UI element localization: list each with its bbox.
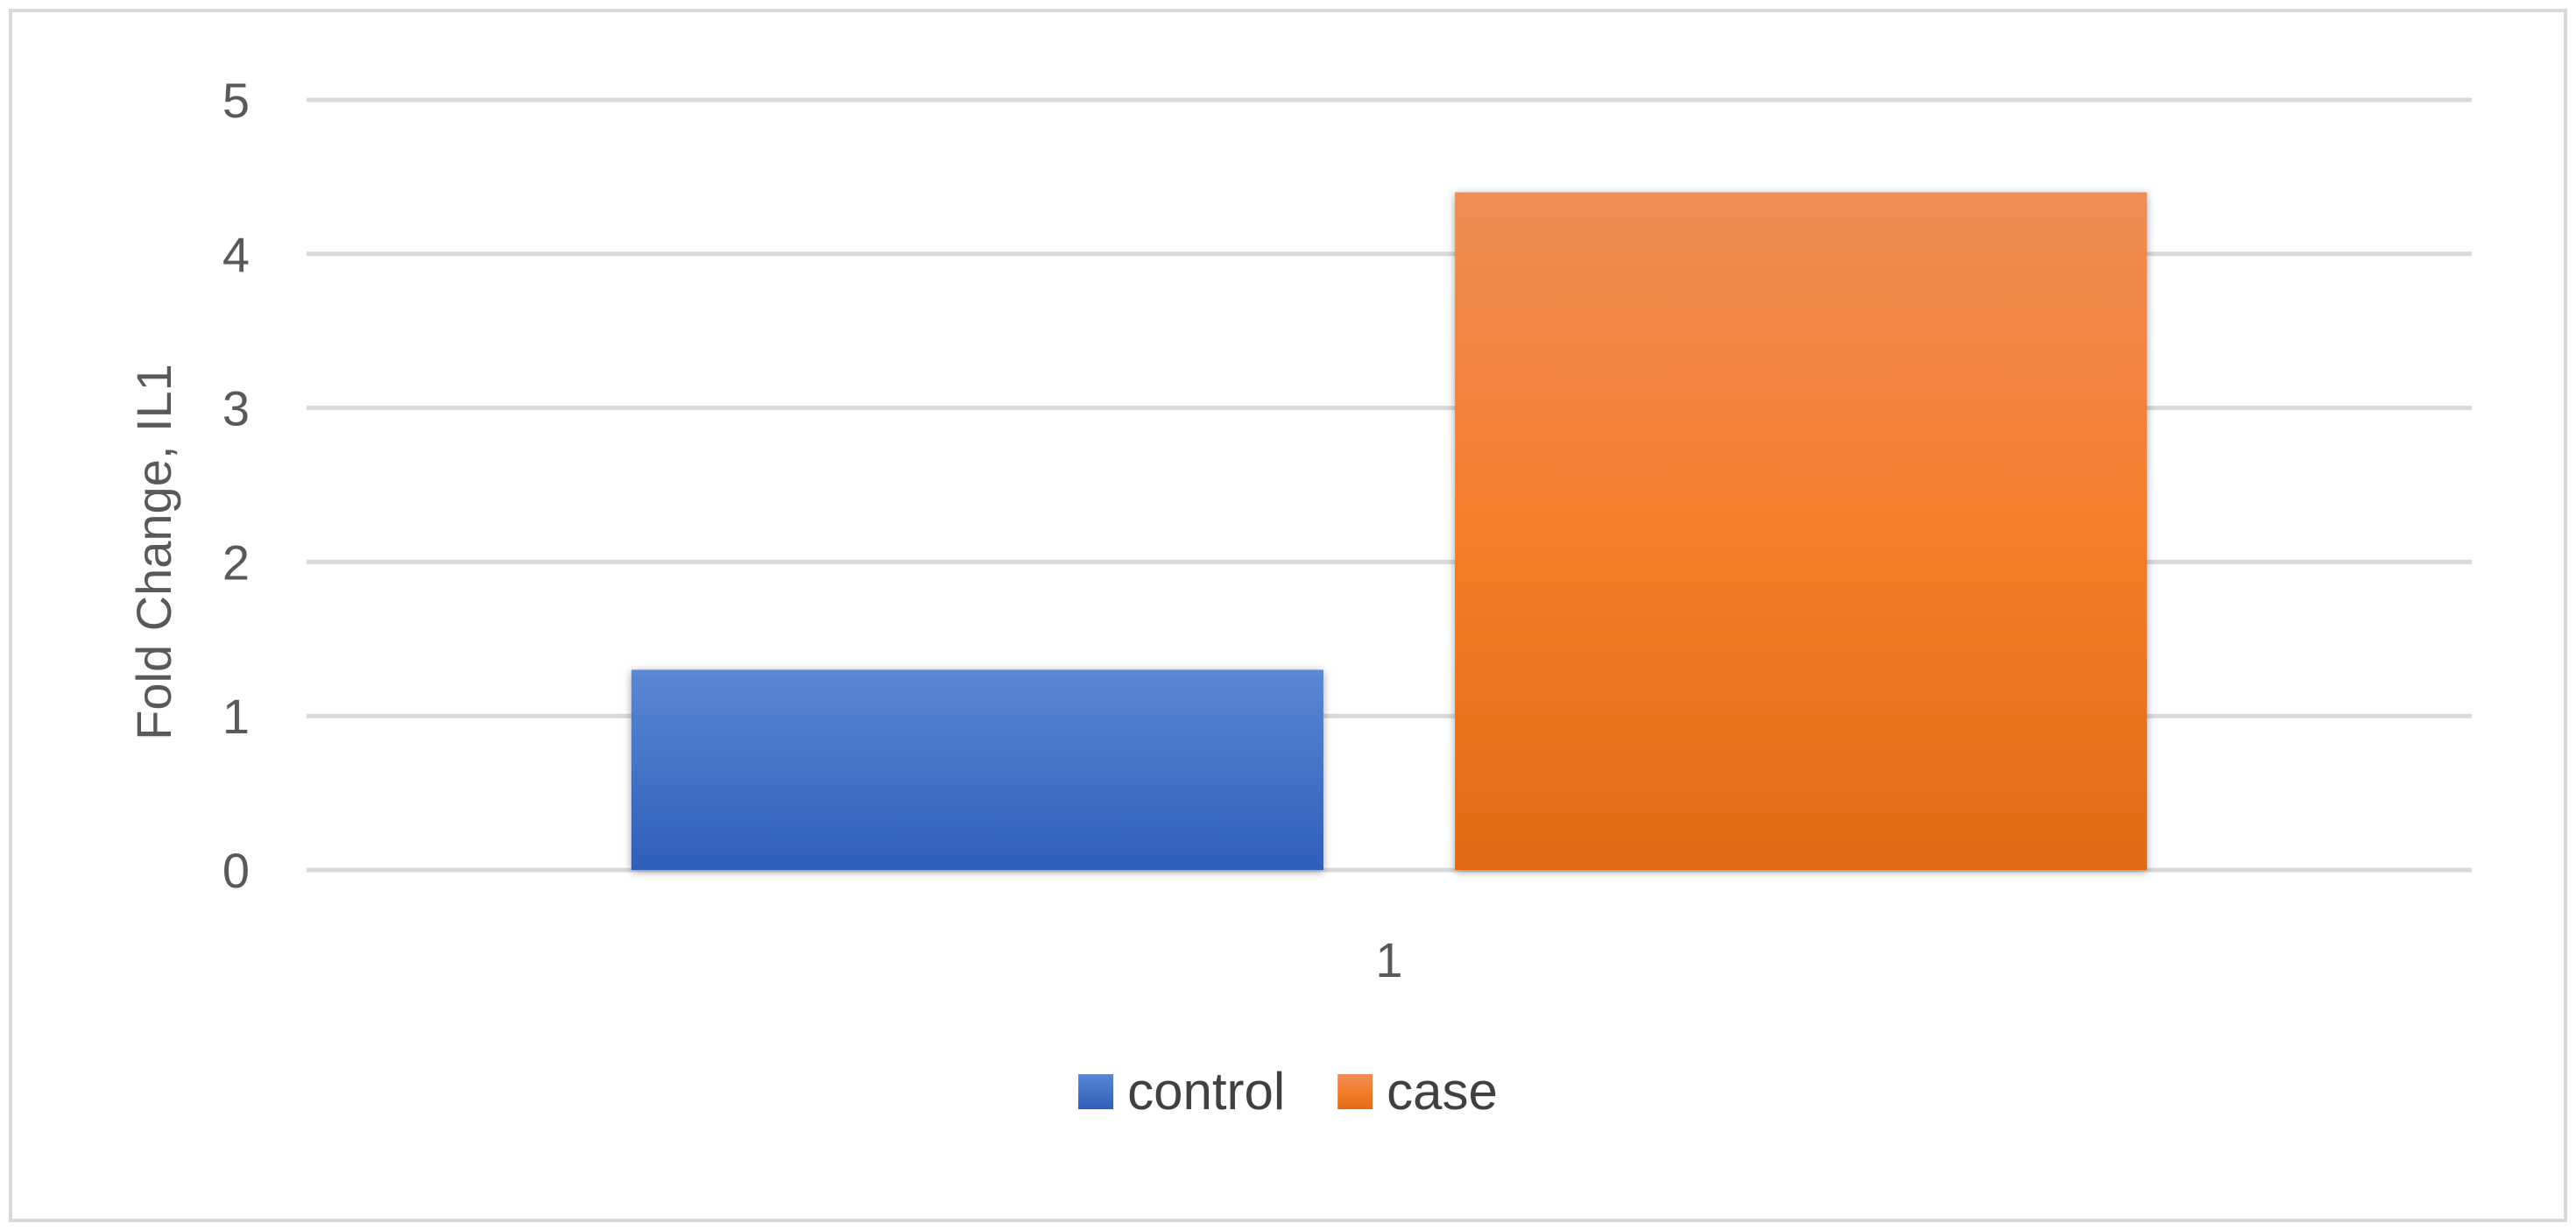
legend-swatch-control: [1078, 1074, 1114, 1109]
y-axis-title: Fold Change, IL1: [126, 364, 181, 740]
legend-swatch-case: [1337, 1074, 1373, 1109]
x-axis-ticks: 1: [1375, 932, 1402, 987]
y-tick-label: 2: [222, 534, 250, 590]
legend-label-control: control: [1127, 1062, 1285, 1121]
y-tick-label: 3: [222, 381, 250, 436]
y-tick-label: 5: [222, 73, 250, 128]
y-tick-label: 1: [222, 689, 250, 744]
y-axis-ticks: 0 1 2 3 4 5: [222, 73, 250, 898]
y-tick-label: 4: [222, 227, 250, 282]
legend: control case: [1078, 1062, 1498, 1121]
bar-case: [1455, 192, 2148, 871]
bars: [631, 192, 2148, 871]
chart-frame: [9, 9, 2567, 1222]
y-tick-label: 0: [222, 843, 250, 898]
x-tick-label: 1: [1375, 932, 1402, 987]
bar-control: [631, 669, 1323, 870]
legend-label-case: case: [1387, 1062, 1498, 1121]
